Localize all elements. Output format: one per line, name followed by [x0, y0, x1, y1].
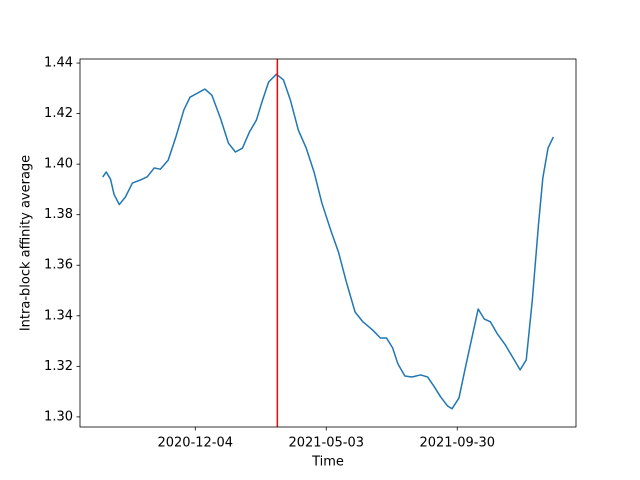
- y-tick-label: 1.32: [44, 359, 73, 374]
- plot-frame: [79, 58, 577, 428]
- y-tick-label: 1.34: [44, 308, 73, 323]
- x-tick-label: 2021-09-30: [419, 436, 495, 451]
- x-tick-label: 2021-05-03: [288, 436, 364, 451]
- y-tick-label: 1.44: [44, 56, 73, 71]
- y-tick-label: 1.36: [44, 258, 73, 273]
- y-tick-label: 1.38: [44, 207, 73, 222]
- y-axis-label: Intra-block affinity average: [19, 155, 34, 331]
- data-line: [102, 73, 554, 410]
- y-tick-label: 1.40: [44, 157, 73, 172]
- y-tick-label: 1.30: [44, 409, 73, 424]
- y-tick-label: 1.42: [44, 106, 73, 121]
- x-tick-label: 2020-12-04: [157, 436, 233, 451]
- x-axis-label: Time: [311, 455, 344, 470]
